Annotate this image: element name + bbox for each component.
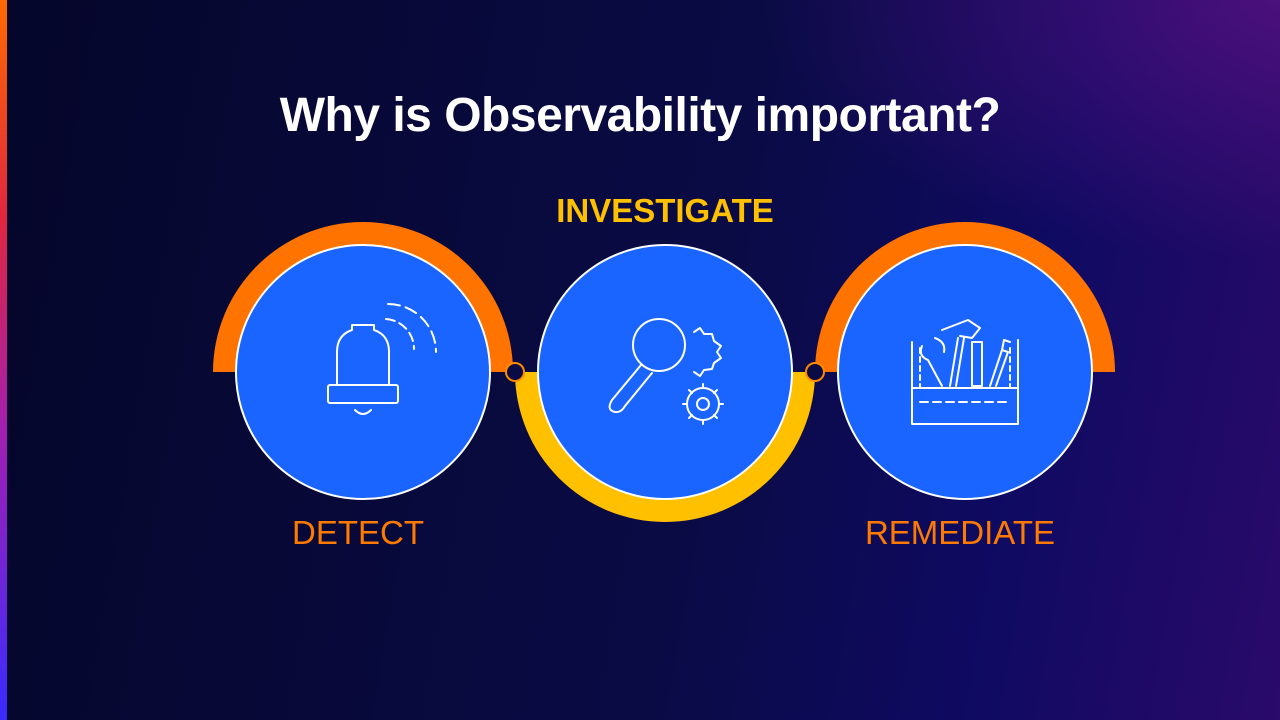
connector-node: [505, 362, 525, 382]
bell-icon: [327, 303, 437, 415]
left-accent-bar: [0, 0, 7, 720]
step-label-remediate: REMEDIATE: [864, 514, 1056, 551]
magnifier-gears-icon: [608, 318, 724, 425]
step-label-detect: DETECT: [292, 514, 424, 551]
slide-title: Why is Observability important?: [279, 89, 1001, 142]
detect-circle: [235, 244, 491, 500]
connector-node: [805, 362, 825, 382]
remediate-circle: [837, 244, 1093, 500]
step-label-investigate: INVESTIGATE: [556, 192, 774, 229]
investigate-circle: [537, 244, 793, 500]
toolbox-icon: [911, 319, 1019, 425]
